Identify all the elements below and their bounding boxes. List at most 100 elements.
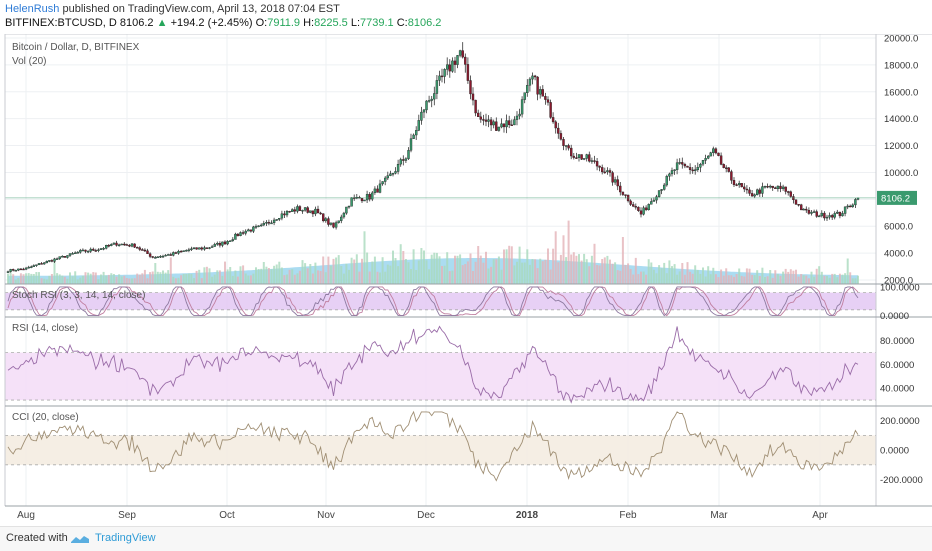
candle-body (340, 216, 343, 221)
volume-bar (844, 273, 847, 284)
candle-body (200, 247, 204, 250)
chart-area[interactable]: Aug Sep Oct Nov Dec 2018 Feb Mar Apr 2000.0 4000.0… (0, 34, 932, 526)
volume-bar (58, 274, 61, 284)
volume-bar (756, 270, 759, 284)
volume-bar (280, 267, 283, 284)
author-link[interactable]: HelenRush (5, 3, 60, 15)
candle-body (644, 207, 648, 210)
volume-bar (40, 278, 43, 284)
candle-body (794, 199, 798, 205)
volume-bar (720, 269, 723, 284)
candle-body (590, 160, 594, 162)
candle-body (562, 139, 565, 146)
candle-body (216, 242, 219, 245)
candle-body (280, 213, 284, 219)
volume-bar (818, 266, 821, 284)
tradingview-brand-link[interactable]: TradingView (95, 532, 156, 544)
candle-body (278, 217, 281, 220)
volume-bar (528, 264, 531, 284)
candle-body (14, 270, 18, 272)
volume-bar (642, 271, 645, 284)
candle-body (135, 247, 139, 249)
volume-bar (420, 248, 423, 284)
candle-body (76, 252, 80, 254)
volume-bar (296, 273, 299, 284)
volume-bar (22, 274, 25, 284)
volume-bar (748, 268, 751, 284)
candle-body (115, 242, 118, 246)
volume-bar (665, 273, 668, 284)
volume-bar (487, 268, 490, 284)
volume-bar (640, 271, 642, 284)
candle-body (301, 209, 304, 212)
open-value: 7911.9 (267, 17, 301, 29)
candle-body (740, 183, 743, 188)
candle-body (417, 120, 420, 131)
volume-bar (727, 275, 730, 284)
last-price: 8106.2 (119, 17, 154, 29)
volume-bar (694, 265, 697, 284)
volume-bar (162, 270, 164, 284)
volume-bar (14, 279, 17, 284)
candle-body (533, 75, 537, 78)
volume-bar (213, 274, 216, 284)
candle-body (843, 206, 847, 214)
candle-body (394, 171, 397, 174)
volume-bar (66, 278, 69, 284)
volume-bar (810, 271, 813, 284)
candle-body (557, 127, 560, 134)
indicator-y-tick-label: 0.0000 (880, 446, 909, 457)
candle-body (128, 244, 131, 247)
candle-body (81, 249, 85, 252)
candle-body (611, 172, 614, 183)
volume-bar (425, 260, 428, 284)
candle-body (696, 167, 699, 171)
volume-bar (107, 274, 110, 284)
candle-body (634, 206, 637, 208)
high-value: 8225.5 (314, 17, 348, 29)
volume-bar (69, 272, 71, 284)
candle-body (236, 233, 240, 237)
open-label: O: (255, 17, 268, 29)
volume-bar (48, 275, 51, 284)
candle-body (738, 183, 741, 186)
candle-body (601, 167, 604, 173)
volume-bar (234, 270, 237, 284)
volume-bar (236, 276, 239, 284)
volume-bar (443, 265, 446, 284)
candle-body (319, 212, 322, 215)
rsi-line (7, 325, 859, 404)
volume-bar (146, 278, 149, 284)
candle-body (324, 218, 327, 222)
volume-bar (252, 273, 255, 284)
volume-bar (239, 266, 242, 284)
candle-body (17, 268, 20, 271)
candle-body (197, 247, 201, 250)
candle-body (79, 250, 82, 253)
publish-info: HelenRush published on TradingView.com, … (5, 3, 340, 15)
volume-bar (249, 275, 252, 284)
volume-bar (340, 266, 343, 284)
candle-body (427, 100, 431, 102)
x-tick-label: Aug (17, 510, 35, 521)
volume-bar (100, 274, 102, 284)
candle-body (133, 243, 136, 248)
candle-body (182, 250, 185, 252)
candle-body (838, 211, 842, 217)
volume-bar (495, 259, 498, 284)
indicator-y-tick-label: 200.0000 (880, 416, 920, 427)
volume-bar (293, 274, 296, 284)
volume-bar (683, 274, 686, 284)
candle-body (709, 152, 712, 157)
volume-bar (373, 256, 376, 284)
candle-body (673, 169, 676, 171)
volume-bar (229, 267, 232, 284)
volume-bar (193, 278, 195, 284)
candle-body (314, 208, 317, 215)
candle-body (812, 211, 816, 213)
volume-bar (368, 271, 371, 284)
volume-bar (461, 265, 464, 284)
candle-body (763, 185, 767, 188)
y-tick-label: 2000.0 (884, 275, 913, 286)
candle-body (172, 252, 175, 256)
